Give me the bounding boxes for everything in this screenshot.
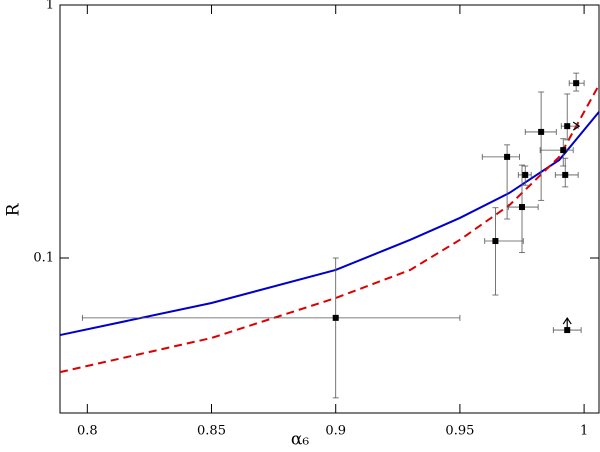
point <box>573 80 580 87</box>
x-tick-label: 1 <box>580 424 588 439</box>
x-tick-label: 0.8 <box>77 424 98 439</box>
curve <box>59 111 600 337</box>
y-axis-label: R <box>4 202 24 216</box>
point <box>522 171 529 178</box>
x-tick-label: 0.85 <box>197 424 226 439</box>
point <box>562 171 569 178</box>
x-tick-label: 0.9 <box>325 424 346 439</box>
x-axis-label: α₆ <box>291 430 309 450</box>
x-limit-arrow <box>572 121 581 131</box>
point <box>332 314 339 321</box>
point <box>504 153 511 160</box>
point <box>492 238 499 245</box>
x-tick-label: 0.95 <box>445 424 474 439</box>
point <box>560 147 567 154</box>
plot-frame <box>59 4 600 414</box>
point <box>564 327 571 334</box>
point <box>564 123 571 130</box>
y-tick-label: 0.1 <box>33 251 54 266</box>
point <box>538 128 545 135</box>
point <box>519 204 525 211</box>
y-tick-label: 1 <box>46 0 54 13</box>
curve <box>59 84 600 374</box>
